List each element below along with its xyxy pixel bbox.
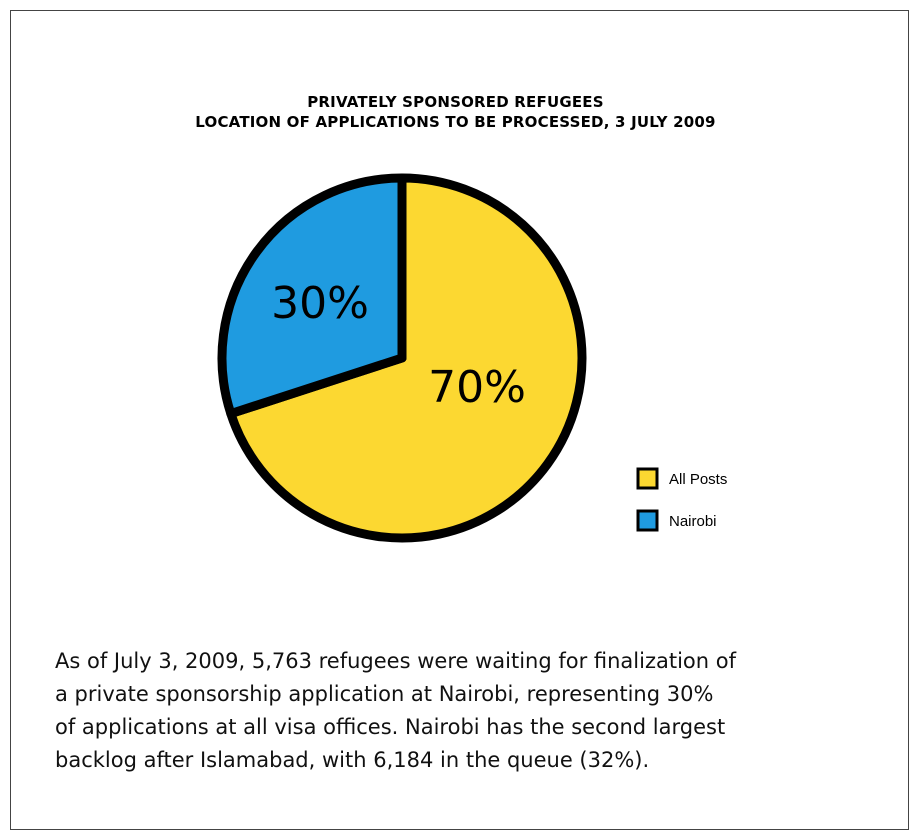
pie-slice-nairobi <box>217 173 407 419</box>
slice-label-all-posts: 70% <box>428 362 526 413</box>
legend-swatch-nairobi <box>636 509 659 532</box>
chart-title-line-2: LOCATION OF APPLICATIONS TO BE PROCESSED… <box>195 113 716 131</box>
legend-label-all-posts: All Posts <box>669 471 727 488</box>
legend-swatch-all-posts <box>636 467 659 490</box>
caption-line: of applications at all visa offices. Nai… <box>55 715 726 739</box>
legend: All Posts Nairobi <box>636 467 727 532</box>
caption-text: As of July 3, 2009, 5,763 refugees were … <box>55 645 815 777</box>
slice-label-nairobi: 30% <box>271 278 369 329</box>
chart-title-line-1: PRIVATELY SPONSORED REFUGEES <box>307 93 604 111</box>
pie-chart: 70% 30% All Posts Nairobi <box>217 173 727 543</box>
caption-line: backlog after Islamabad, with 6,184 in t… <box>55 748 650 772</box>
caption-line: As of July 3, 2009, 5,763 refugees were … <box>55 649 737 673</box>
caption-line: a private sponsorship application at Nai… <box>55 682 714 706</box>
legend-label-nairobi: Nairobi <box>669 513 717 530</box>
